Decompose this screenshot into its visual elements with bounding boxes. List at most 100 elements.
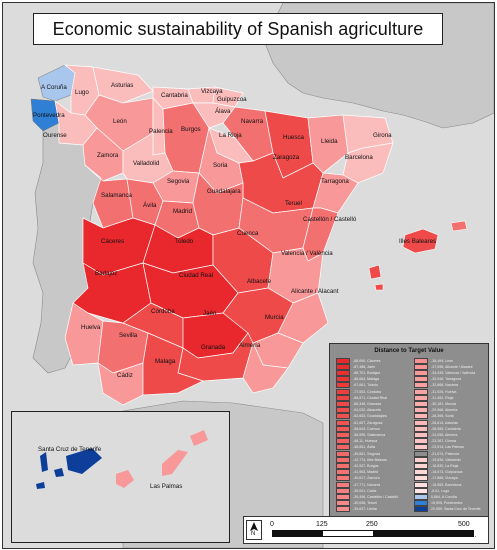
label-albacete: Albacete: [247, 278, 272, 285]
north-arrow: N: [246, 520, 262, 540]
legend-item: -66,346, Granada: [336, 400, 381, 407]
province-almeria: [242, 341, 289, 394]
legend-item: -21,074, Palencia: [414, 450, 459, 457]
legend-item: -67,661, Toledo: [336, 382, 378, 389]
legend-swatch: [414, 493, 428, 500]
label-girona: Girona: [373, 132, 392, 139]
legend-swatch: [336, 413, 350, 420]
legend-swatch: [336, 506, 350, 513]
north-arrow-icon: [250, 522, 258, 531]
legend-label: -19,636, Valladolid: [431, 457, 461, 462]
island-fuerteventura: [162, 450, 188, 476]
legend-item: -64,032, Albacete: [336, 407, 381, 414]
legend-item: -41,963, Madrid: [336, 469, 378, 476]
legend-swatch: [414, 394, 428, 401]
legend-item: -40,058, Teruel: [336, 500, 377, 507]
legend-item: -23,514, Las Palmas: [414, 444, 464, 451]
label-valencia: Valencia / València: [281, 250, 333, 257]
legend-label: -8,51, Lugo: [431, 488, 450, 493]
legend-swatch: [336, 394, 350, 401]
label-ourense: Ourense: [43, 132, 67, 139]
legend-label: -48,11, Huesca: [353, 439, 378, 444]
label-granada: Granada: [201, 344, 226, 351]
island-mallorca: [402, 228, 439, 254]
label-alicante: Alicante / Alacant: [291, 288, 339, 295]
legend-item: -18,573, Guipúzcoa: [414, 469, 462, 476]
legend-item: 19,905, Pontevedra: [414, 500, 463, 507]
legend-item: -77,553, Córdoba: [336, 388, 381, 395]
legend-label: -30,181, Murcia: [431, 401, 456, 406]
label-illes-baleares: Illes Baleares: [399, 238, 437, 245]
legend-swatch: [414, 382, 428, 389]
legend-label: -29,968, Almería: [431, 408, 458, 413]
island-formentera: [374, 283, 384, 291]
legend-label: -31,926, Huelva: [431, 389, 457, 394]
legend-item: -15,553, Barcelona: [414, 481, 461, 488]
legend-swatch: [336, 388, 350, 395]
legend-label: -45,661, Segovia: [353, 451, 381, 456]
legend-swatch: [336, 431, 350, 438]
legend-item: -39,001, Cádiz: [336, 487, 377, 494]
legend-swatch: [336, 481, 350, 488]
label-sevilla: Sevilla: [119, 332, 138, 339]
label-cordoba: Córdoba: [151, 308, 175, 315]
scale-unit: Km.: [464, 532, 477, 539]
legend-item: 0,864, A Coruña: [414, 493, 457, 500]
legend-item: -48,651, Ávila: [336, 444, 375, 451]
legend-swatch: [336, 363, 350, 370]
legend-item: -56,995, Salamanca: [336, 431, 385, 438]
label-cuenca: Cuenca: [237, 230, 259, 237]
legend-label: -86,664, Málaga: [353, 377, 379, 382]
legend-item: -17,886, Vizcaya: [414, 475, 458, 482]
legend-title: Distance to Target Value: [374, 348, 444, 354]
legend-item: -43,774, Illes Balears: [336, 456, 387, 463]
legend-swatch: [336, 382, 350, 389]
legend-item: -19,636, Valladolid: [414, 456, 461, 463]
legend-item: -86,701, Badajoz: [336, 369, 381, 376]
legend-item: -58,643, Cuenca: [336, 425, 380, 432]
legend-label: -48,651, Ávila: [353, 445, 375, 450]
legend-item: -38,494, León: [414, 357, 454, 364]
legend-swatch: [414, 363, 428, 370]
label-salamanca: Salamanca: [101, 192, 132, 199]
legend-swatch: [336, 438, 350, 445]
legend-label: -86,701, Badajoz: [353, 370, 381, 375]
label-murcia: Murcia: [265, 314, 284, 321]
legend-swatch: [336, 462, 350, 469]
legend-item: -39,637, Lleida: [336, 506, 377, 513]
label-lleida: Lleida: [321, 138, 338, 145]
label-tarragona: Tarragona: [321, 178, 349, 185]
legend-label: 19,905, Pontevedra: [431, 501, 463, 506]
label-navarra: Navarra: [241, 118, 264, 125]
legend-swatch: [414, 388, 428, 395]
legend-item: -42,537, Burgos: [336, 462, 379, 469]
legend-label: -38,494, León: [431, 358, 454, 363]
scale-tick: 0: [270, 521, 274, 528]
map-title: Economic sustainability of Spanish agric…: [52, 18, 424, 39]
legend-swatch: [414, 376, 428, 383]
legend-swatch: [336, 469, 350, 476]
legend-swatch: [414, 369, 428, 376]
legend-label: -40,617, Zamora: [353, 476, 380, 481]
legend-item: 20,959, Santa Cruz de Tenerife: [414, 506, 481, 513]
legend-item: -45,661, Segovia: [336, 450, 381, 457]
legend-label: -39,637, Lleida: [353, 507, 377, 512]
legend-label: -39,496, Castellón / Castelló: [353, 494, 399, 499]
legend-swatch: [336, 500, 350, 507]
label-la-rioja: La Rioja: [219, 132, 242, 139]
legend-swatch: [336, 444, 350, 451]
legend-swatch: [414, 413, 428, 420]
legend-swatch: [336, 425, 350, 432]
legend-item: -28,395, Soria: [414, 413, 454, 420]
label-ciudad-real: Ciudad Real: [179, 272, 214, 279]
legend-label: -39,001, Cádiz: [353, 488, 377, 493]
island-la-gomera: [54, 468, 64, 477]
island-tenerife: [66, 448, 102, 474]
label-zamora: Zamora: [97, 152, 119, 159]
legend-label: -37,096, Alicante / Alacant: [431, 364, 473, 369]
legend-item: -32,666, Navarra: [414, 382, 458, 389]
label-palencia: Palencia: [149, 128, 173, 135]
legend-item: -47,771, Navarra: [336, 481, 380, 488]
legend-item: -34,435, Valencia / València: [414, 369, 475, 376]
legend-label: -21,074, Palencia: [431, 451, 459, 456]
